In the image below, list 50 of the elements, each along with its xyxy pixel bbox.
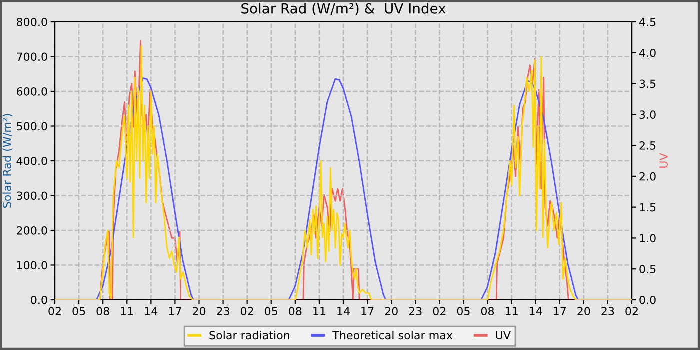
y-tick-label: 700.0 (17, 52, 48, 62)
x-tick-label: 11 (121, 307, 134, 316)
x-tick-label: 20 (385, 307, 398, 316)
y2-tick-label: 4.5 (639, 18, 656, 26)
x-tick-label: 05 (265, 307, 278, 316)
y2-tick-label: 3.0 (640, 110, 656, 120)
y2-tick-label: 0.5 (640, 265, 656, 274)
x-tick-label: 05 (72, 307, 86, 316)
x-tick-label: 14 (338, 307, 350, 316)
y2-tick-label: 3.5 (640, 80, 656, 88)
y2-tick-label: 1.5 (640, 203, 656, 212)
x-tick-label: 17 (362, 307, 374, 316)
x-tick-label: 11 (506, 307, 518, 316)
x-tick-label: 17 (169, 307, 182, 316)
y2-tick-label: 0.0 (640, 296, 656, 304)
chart-title: Solar Rad (W/m²) & UV Index (242, 3, 446, 16)
y-tick-label: 100.0 (17, 261, 48, 270)
x-tick-label: 23 (217, 307, 230, 316)
x-tick-label: 23 (602, 307, 614, 316)
legend-label: Solar radiation (210, 330, 290, 340)
x-tick-label: 02 (433, 307, 446, 316)
x-tick-label: 08 (289, 307, 302, 316)
y2-axis-title: UV (660, 153, 668, 168)
x-tick-label: 23 (409, 307, 422, 316)
x-tick-label: 08 (96, 307, 110, 316)
x-tick-label: 02 (626, 307, 638, 316)
y-tick-label: 800.0 (17, 18, 48, 26)
y-tick-label: 600.0 (17, 87, 48, 96)
x-tick-label: 17 (554, 307, 566, 316)
y2-tick-label: 2.0 (640, 172, 656, 181)
y-tick-label: 300.0 (17, 192, 48, 200)
y2-tick-label: 4.0 (639, 48, 656, 58)
x-tick-label: 11 (314, 307, 326, 316)
x-tick-label: 20 (578, 307, 590, 316)
legend-label: Theoretical solar max (332, 330, 453, 340)
y2-tick-label: 1.0 (640, 234, 656, 243)
y-tick-label: 200.0 (17, 226, 48, 235)
x-tick-label: 02 (48, 307, 61, 316)
x-tick-label: 02 (240, 307, 254, 316)
y-tick-label: 400.0 (16, 156, 48, 166)
x-tick-label: 20 (192, 307, 206, 316)
y-tick-label: 500.0 (17, 122, 48, 131)
y-tick-label: 0.0 (31, 296, 48, 304)
x-tick-label: 14 (145, 307, 158, 316)
x-tick-label: 14 (530, 307, 542, 316)
y-axis-title: Solar Rad (W/m²) (2, 114, 13, 208)
x-tick-label: 08 (481, 307, 494, 316)
x-tick-label: 05 (457, 307, 470, 316)
legend-label: UV (496, 331, 511, 340)
y2-tick-label: 2.5 (640, 142, 656, 150)
